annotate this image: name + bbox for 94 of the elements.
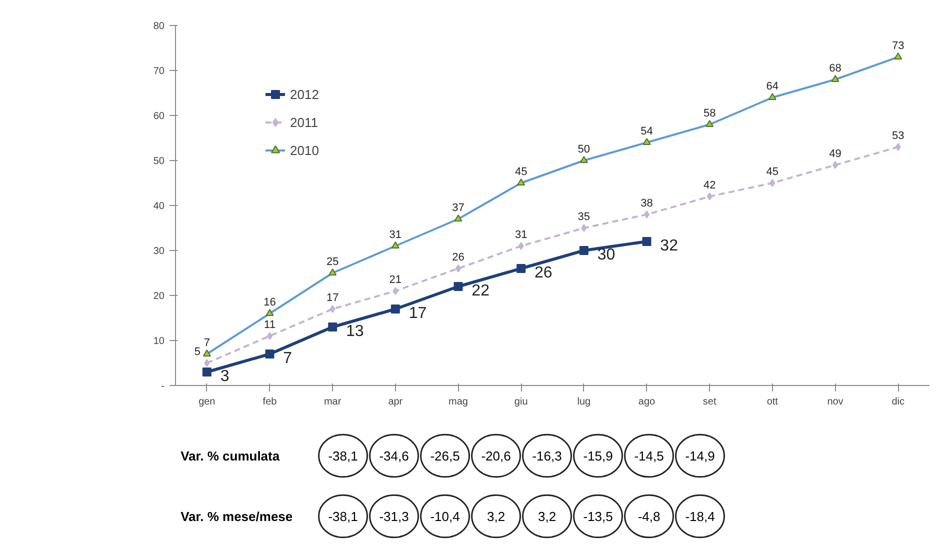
x-tick-label: ott — [766, 396, 778, 408]
text: Var. % mese/mese — [180, 508, 293, 524]
data-label: 11 — [264, 319, 276, 331]
text: -4,8 — [638, 508, 660, 524]
text: -13,5 — [583, 508, 613, 524]
point — [392, 287, 398, 295]
point — [330, 305, 336, 313]
data-label: 31 — [514, 229, 528, 241]
data-label: 35 — [578, 211, 590, 223]
legend-label: 2010 — [290, 142, 319, 158]
data-label: 17 — [408, 305, 427, 322]
text: -26,5 — [430, 448, 460, 464]
data-label: 73 — [892, 40, 904, 52]
point — [579, 246, 588, 255]
data-label: 5 — [194, 346, 201, 358]
data-label: 45 — [514, 166, 528, 178]
text: -10,4 — [430, 508, 460, 524]
data-label: 31 — [389, 229, 402, 241]
data-label: 25 — [326, 256, 339, 268]
point — [204, 359, 210, 367]
point — [328, 322, 338, 332]
text: -38,1 — [328, 448, 358, 464]
x-tick-label: dic — [892, 396, 904, 408]
data-label: 53 — [892, 130, 904, 142]
data-label: 21 — [389, 274, 402, 286]
text: 3,2 — [538, 508, 556, 524]
data-label: 45 — [766, 166, 779, 178]
text: -20,6 — [481, 448, 511, 464]
text: -18,4 — [685, 508, 715, 524]
point — [455, 264, 462, 272]
text: Var. % cumulata — [180, 448, 280, 464]
text: -14,5 — [634, 448, 664, 464]
point — [832, 161, 838, 169]
x-tick-label: giu — [514, 396, 528, 408]
point — [644, 210, 650, 218]
data-label: 30 — [597, 246, 616, 264]
x-tick-label: set — [702, 396, 716, 408]
y-tick-label: 40 — [153, 201, 165, 212]
point — [706, 192, 712, 200]
data-label: 7 — [283, 350, 292, 367]
x-tick-label: feb — [262, 396, 278, 408]
y-tick-label: 30 — [153, 246, 165, 257]
data-label: 13 — [346, 323, 364, 340]
legend-label: 2012 — [290, 86, 319, 102]
text: -38,1 — [328, 508, 358, 524]
text: -16,3 — [532, 448, 562, 464]
x-tick-label: mag — [448, 396, 468, 408]
x-tick-label: nov — [827, 396, 844, 408]
text: -34,6 — [379, 448, 409, 464]
legend-label: 2011 — [290, 114, 318, 130]
data-label: 50 — [578, 144, 590, 156]
y-tick-label: 10 — [153, 336, 165, 347]
point — [202, 368, 212, 376]
text: -14,9 — [685, 448, 715, 464]
data-label: 7 — [204, 337, 210, 349]
data-label: 42 — [703, 180, 716, 192]
point — [265, 350, 274, 358]
point — [895, 143, 901, 151]
data-label: 26 — [452, 252, 464, 264]
data-label: 49 — [829, 148, 842, 160]
text: 3,2 — [486, 508, 506, 524]
data-label: 68 — [829, 62, 842, 74]
point — [518, 242, 524, 250]
point — [454, 282, 463, 291]
x-tick-label: gen — [198, 396, 216, 408]
y-tick-label: 80 — [153, 21, 165, 32]
data-label: 26 — [534, 264, 552, 282]
data-label: 22 — [472, 282, 490, 300]
text: -31,3 — [379, 508, 409, 524]
x-tick-label: ago — [638, 396, 656, 408]
y-tick-label: - — [161, 381, 165, 392]
point — [642, 237, 652, 246]
data-label: 17 — [326, 292, 339, 304]
y-tick-label: 20 — [153, 291, 165, 302]
point — [266, 332, 273, 340]
y-tick-label: 50 — [153, 156, 165, 167]
data-label: 64 — [766, 80, 779, 92]
x-tick-label: lug — [577, 396, 591, 408]
y-tick-label: 60 — [153, 111, 165, 122]
x-tick-label: mar — [324, 396, 342, 408]
text: -15,9 — [583, 448, 613, 464]
point — [581, 224, 587, 232]
point — [516, 264, 526, 273]
y-tick-label: 70 — [153, 66, 165, 77]
point — [770, 179, 776, 187]
data-label: 3 — [220, 368, 230, 385]
point — [390, 304, 400, 314]
data-label: 54 — [640, 126, 653, 138]
x-tick-label: apr — [388, 396, 404, 408]
data-label: 58 — [703, 108, 716, 120]
data-label: 37 — [452, 202, 464, 214]
data-label: 38 — [640, 198, 653, 210]
data-label: 32 — [660, 238, 678, 254]
data-label: 16 — [264, 296, 276, 308]
